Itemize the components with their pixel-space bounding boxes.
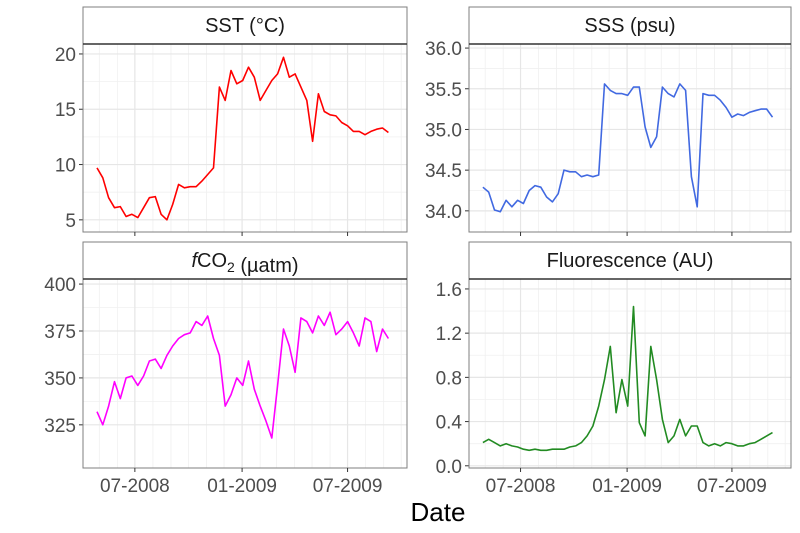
series-line-sss-psu (482, 83, 774, 213)
series-line-sst-c (96, 56, 389, 221)
strip-label-part: Fluorescence (AU) (547, 250, 714, 272)
strip-label-part: (µatm) (235, 255, 299, 277)
strip-label-part: f (191, 250, 199, 272)
y-tick-label: 325 (44, 416, 76, 437)
strip-background (82, 241, 408, 280)
x-tick-label: 07-2008 (100, 476, 170, 497)
panel-background (83, 44, 407, 232)
strip-label-part: SST (°C) (205, 15, 285, 37)
x-tick-label: 07-2009 (313, 476, 383, 497)
y-tick-label: 10 (55, 156, 76, 177)
y-tick-label: 1.6 (436, 280, 462, 301)
y-tick-label: 34.0 (425, 202, 462, 223)
y-tick-label: 15 (55, 100, 76, 121)
facet-fco2-atm: 325 350 375 400 fCO2 (µatm) 07-2008 01-2009 07-… (44, 241, 408, 497)
series-line-fluorescence-au (482, 305, 773, 452)
y-tick-label: 0.0 (436, 457, 462, 478)
strip-label-part: SSS (psu) (584, 15, 675, 37)
x-tick-label: 07-2008 (486, 476, 556, 497)
x-tick-label: 07-2009 (697, 476, 767, 497)
x-axis-title: Date (411, 497, 466, 527)
panel-background (469, 44, 791, 232)
y-tick-label: 5 (65, 211, 76, 232)
y-tick-label: 400 (44, 275, 76, 296)
y-tick-label: 35.5 (425, 80, 462, 101)
x-tick-label: 01-2009 (207, 476, 277, 497)
y-tick-label: 350 (44, 369, 76, 390)
series-line-fco2-atm (96, 311, 390, 439)
y-tick-label: 0.8 (436, 368, 462, 389)
y-tick-label: 36.0 (425, 39, 462, 60)
strip-label: SSS (psu) (584, 15, 675, 37)
facets: 5 10 15 20 SST (°C) 34.0 34.5 35.0 35.5 36.0 SSS (… (44, 6, 792, 497)
y-tick-label: 375 (44, 322, 76, 343)
y-tick-label: 35.0 (425, 120, 462, 141)
facet-sss-psu: 34.0 34.5 35.0 35.5 36.0 SSS (psu) (425, 6, 792, 236)
facet-fluorescence-au: 0.0 0.4 0.8 1.2 1.6 Fluorescence (AU) 07-2008 0… (436, 241, 792, 497)
y-tick-label: 34.5 (425, 161, 462, 182)
strip-label-part: CO (197, 250, 227, 272)
strip-background (468, 241, 792, 280)
strip-label-part: 2 (227, 259, 235, 275)
strip-label: fCO2 (µatm) (191, 250, 298, 277)
x-tick-label: 01-2009 (592, 476, 662, 497)
strip-label: SST (°C) (205, 15, 285, 37)
facet-sst-c: 5 10 15 20 SST (°C) (55, 6, 408, 236)
y-tick-label: 1.2 (436, 324, 462, 345)
y-tick-label: 20 (55, 45, 76, 66)
strip-background (82, 6, 408, 45)
strip-label: Fluorescence (AU) (547, 250, 714, 272)
y-tick-label: 0.4 (436, 413, 463, 434)
